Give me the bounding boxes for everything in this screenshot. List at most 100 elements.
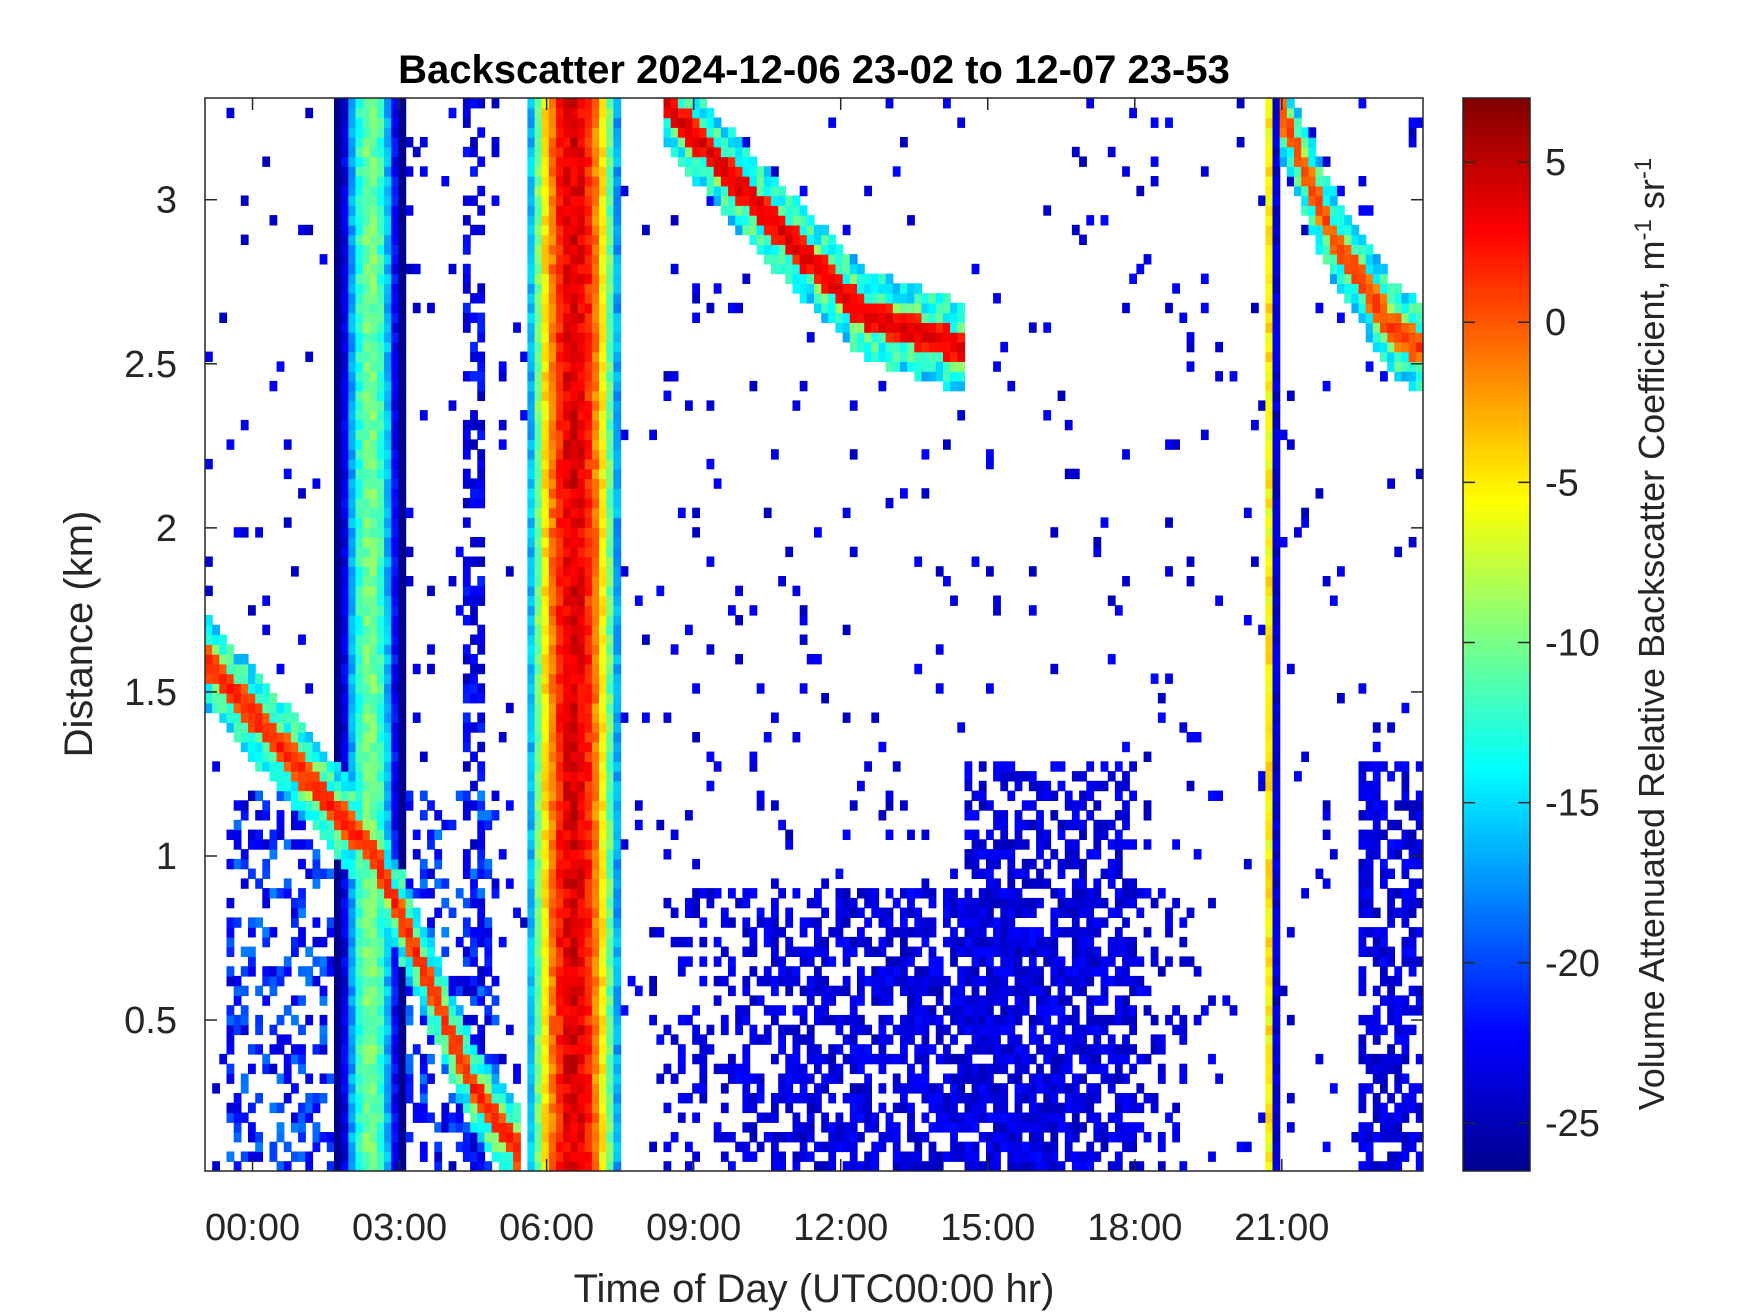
heatmap-cell bbox=[362, 975, 371, 987]
heatmap-cell bbox=[591, 1044, 600, 1055]
heatmap-cell bbox=[907, 302, 915, 314]
heatmap-cell bbox=[369, 907, 378, 918]
heatmap-cell bbox=[334, 127, 342, 138]
heatmap-cell bbox=[1043, 1073, 1052, 1084]
heatmap-cell bbox=[670, 127, 679, 138]
heatmap-cell bbox=[548, 332, 557, 343]
heatmap-cell bbox=[527, 176, 536, 187]
heatmap-cell bbox=[341, 1083, 349, 1094]
heatmap-cell bbox=[864, 312, 872, 323]
heatmap-cell bbox=[599, 751, 607, 762]
heatmap-cell bbox=[591, 156, 600, 167]
heatmap-cell bbox=[527, 722, 536, 733]
heatmap-cell bbox=[728, 966, 736, 977]
heatmap-cell bbox=[391, 995, 400, 1006]
heatmap-cell bbox=[405, 1063, 414, 1075]
heatmap-cell bbox=[900, 312, 908, 323]
heatmap-cell bbox=[907, 1014, 915, 1026]
heatmap-cell bbox=[978, 800, 987, 811]
heatmap-cell bbox=[334, 468, 342, 480]
heatmap-cell bbox=[334, 283, 342, 294]
heatmap-cell bbox=[384, 1024, 392, 1036]
heatmap-cell bbox=[720, 176, 729, 187]
heatmap-cell bbox=[405, 878, 414, 889]
heatmap-cell bbox=[1036, 975, 1044, 987]
heatmap-cell bbox=[548, 624, 557, 636]
heatmap-cell bbox=[871, 273, 880, 284]
heatmap-cell bbox=[921, 1161, 930, 1171]
heatmap-cell bbox=[606, 975, 614, 987]
heatmap-cell bbox=[914, 1151, 923, 1162]
heatmap-cell bbox=[935, 293, 944, 304]
heatmap-cell bbox=[720, 907, 729, 918]
heatmap-cell bbox=[291, 790, 299, 801]
heatmap-cell bbox=[348, 488, 357, 499]
heatmap-cell bbox=[900, 137, 908, 148]
heatmap-cell bbox=[462, 517, 471, 528]
heatmap-cell bbox=[964, 1053, 973, 1065]
heatmap-cell bbox=[785, 1073, 794, 1084]
heatmap-cell bbox=[462, 1034, 471, 1045]
heatmap-cell bbox=[706, 888, 715, 899]
heatmap-cell bbox=[226, 897, 235, 909]
heatmap-cell bbox=[534, 1132, 543, 1143]
heatmap-cell bbox=[355, 1044, 364, 1055]
heatmap-cell bbox=[735, 137, 743, 148]
heatmap-cell bbox=[892, 361, 901, 372]
heatmap-cell bbox=[391, 537, 400, 548]
heatmap-cell bbox=[599, 1014, 607, 1026]
heatmap-cell bbox=[384, 1112, 392, 1123]
heatmap-cell bbox=[1036, 868, 1044, 879]
heatmap-cell bbox=[556, 634, 564, 645]
heatmap-cell bbox=[971, 1014, 980, 1026]
heatmap-cell bbox=[713, 1063, 722, 1075]
heatmap-cell bbox=[398, 1122, 407, 1133]
heatmap-cell bbox=[534, 663, 543, 675]
heatmap-cell bbox=[348, 741, 357, 753]
heatmap-cell bbox=[391, 166, 400, 177]
heatmap-cell bbox=[355, 897, 364, 909]
heatmap-cell bbox=[240, 712, 249, 723]
heatmap-cell bbox=[599, 634, 607, 645]
heatmap-cell bbox=[599, 1122, 607, 1133]
heatmap-cell bbox=[477, 1132, 486, 1143]
heatmap-cell bbox=[885, 341, 894, 353]
heatmap-cell bbox=[355, 1063, 364, 1075]
heatmap-cell bbox=[377, 771, 385, 782]
heatmap-cell bbox=[606, 361, 614, 372]
heatmap-cell bbox=[842, 624, 851, 636]
heatmap-cell bbox=[591, 137, 600, 148]
heatmap-cell bbox=[377, 1151, 385, 1162]
heatmap-cell bbox=[842, 254, 851, 265]
heatmap-cell bbox=[584, 1044, 593, 1055]
heatmap-cell bbox=[606, 1034, 614, 1045]
heatmap-cell bbox=[606, 1063, 614, 1075]
heatmap-cell bbox=[391, 527, 400, 538]
heatmap-cell bbox=[1028, 985, 1037, 997]
heatmap-cell bbox=[527, 156, 536, 167]
heatmap-cell bbox=[534, 966, 543, 977]
heatmap-cell bbox=[584, 517, 593, 528]
heatmap-cell bbox=[541, 176, 550, 187]
heatmap-cell bbox=[1000, 771, 1009, 782]
heatmap-cell bbox=[935, 1083, 944, 1094]
heatmap-cell bbox=[613, 732, 622, 743]
heatmap-cell bbox=[398, 176, 407, 187]
heatmap-cell bbox=[527, 215, 536, 226]
heatmap-cell bbox=[341, 1141, 349, 1153]
heatmap-cell bbox=[348, 371, 357, 382]
heatmap-cell bbox=[613, 1024, 622, 1036]
heatmap-cell bbox=[649, 1141, 657, 1153]
heatmap-cell bbox=[541, 615, 550, 626]
heatmap-cell bbox=[391, 371, 400, 382]
heatmap-cell bbox=[534, 751, 543, 762]
heatmap-cell bbox=[1007, 1161, 1016, 1171]
heatmap-cell bbox=[799, 215, 808, 226]
heatmap-cell bbox=[491, 1102, 500, 1114]
heatmap-cell bbox=[584, 293, 593, 304]
heatmap-cell bbox=[885, 1132, 894, 1143]
heatmap-cell bbox=[419, 1112, 428, 1123]
heatmap-cell bbox=[570, 341, 579, 353]
heatmap-cell bbox=[305, 683, 314, 694]
heatmap-cell bbox=[205, 683, 213, 694]
